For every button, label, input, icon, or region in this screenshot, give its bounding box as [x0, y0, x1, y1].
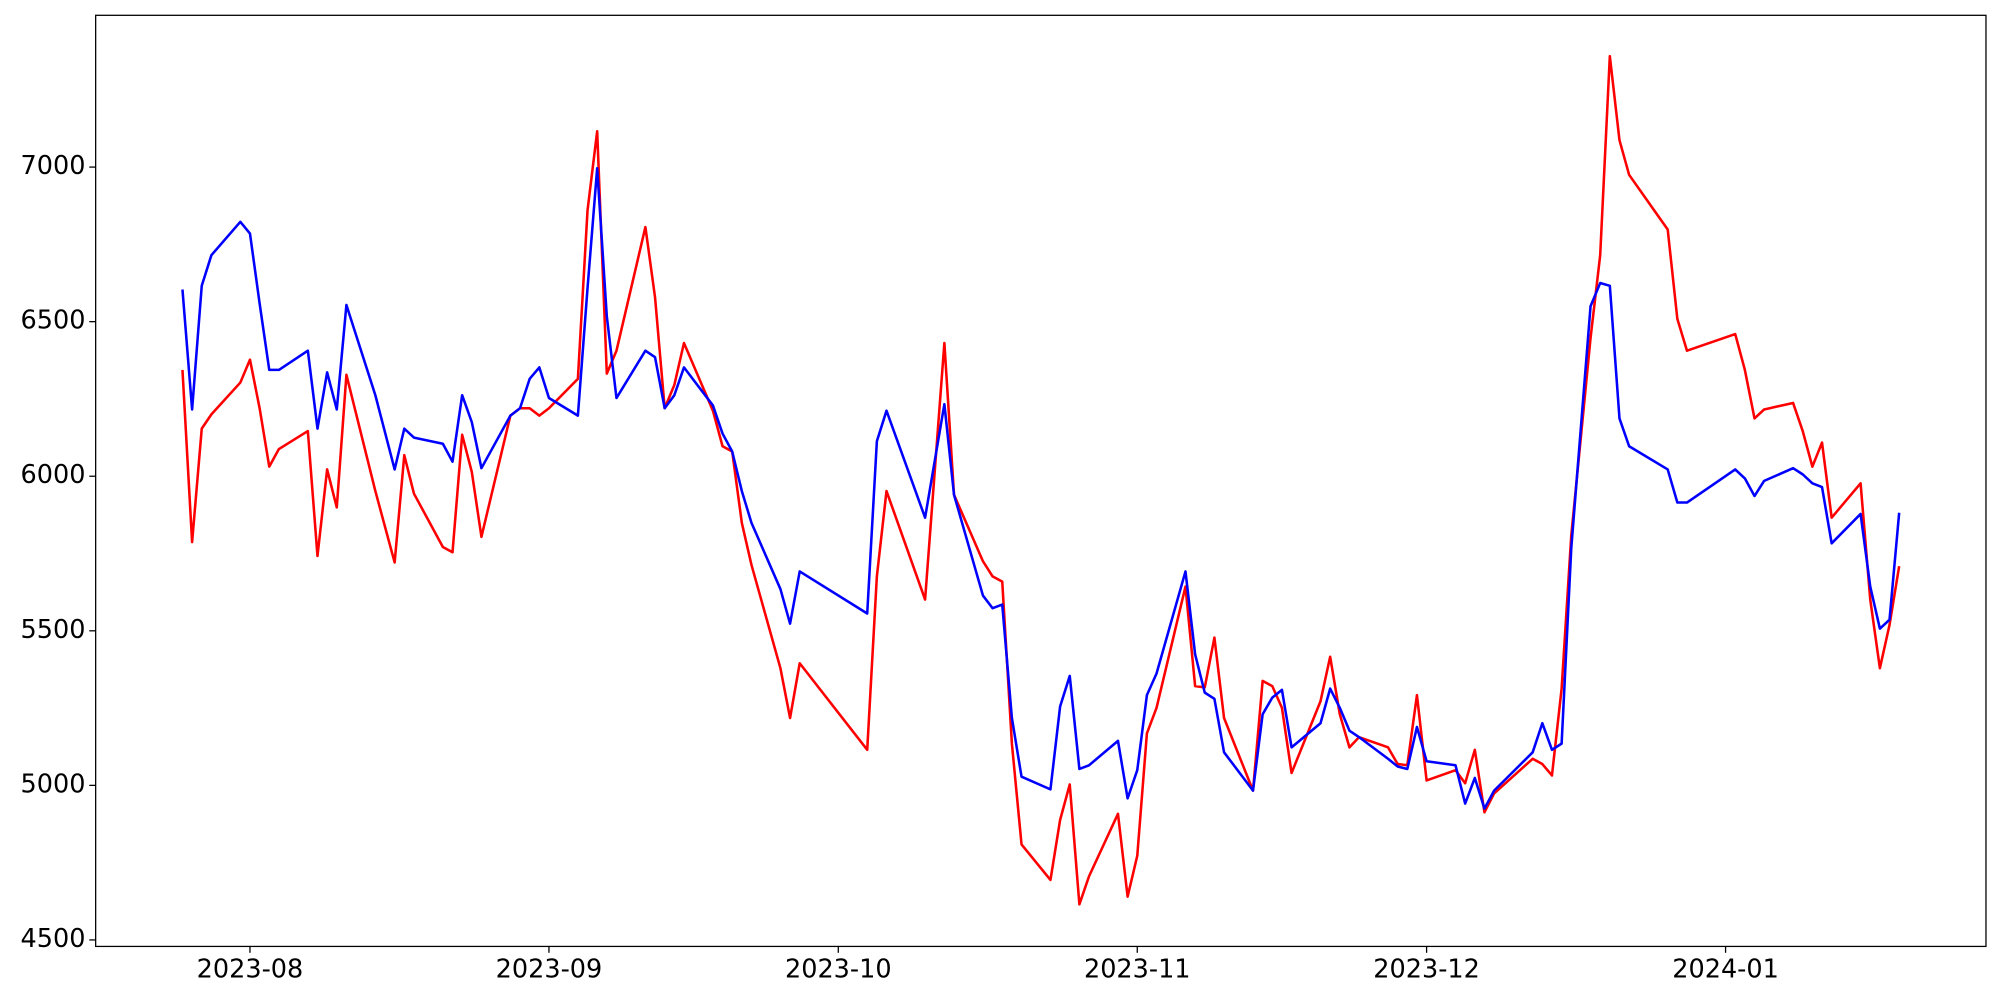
y-tick-label: 5500 [21, 615, 86, 645]
y-tick-label: 6000 [21, 460, 86, 490]
series-line [181, 167, 1901, 810]
x-tick-label: 2023-11 [1084, 955, 1191, 985]
x-tick-label: 2023-10 [785, 955, 892, 985]
y-tick-label: 5000 [21, 769, 86, 799]
x-tick-label: 2023-12 [1373, 955, 1480, 985]
x-tick-label: 2023-08 [197, 955, 304, 985]
x-tick-label: 2023-09 [496, 955, 603, 985]
y-tick-label: 7000 [21, 151, 86, 181]
series-line [181, 54, 1901, 906]
plot-frame [95, 14, 1987, 948]
x-tick-label: 2024-01 [1672, 955, 1779, 985]
y-tick-label: 6500 [21, 306, 86, 336]
y-tick-label: 4500 [21, 924, 86, 954]
